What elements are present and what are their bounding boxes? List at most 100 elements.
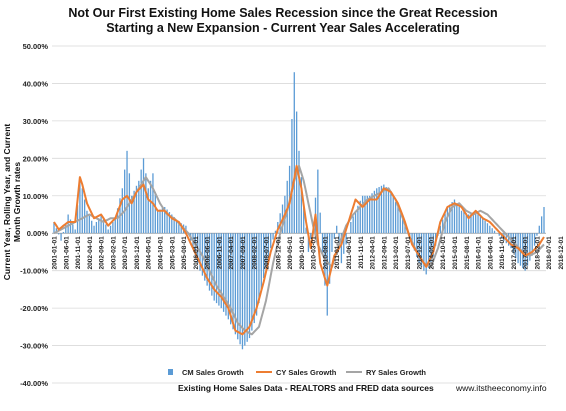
x-tick-label: 2014-10-01 — [440, 236, 447, 270]
x-tick-label: 2002-09-01 — [99, 236, 106, 270]
cm-bar — [383, 184, 385, 234]
cm-bar — [72, 224, 74, 234]
cm-bar — [116, 208, 119, 234]
cm-bar — [390, 192, 392, 234]
cm-bar — [95, 221, 98, 234]
x-tick-label: 2007-09-01 — [240, 236, 247, 270]
cm-bar — [352, 216, 354, 234]
cm-bar — [354, 210, 357, 234]
legend-entry: CM Sales Growth — [182, 368, 244, 377]
cm-bar — [81, 188, 83, 234]
cm-bar — [328, 233, 331, 284]
y-tick-label: -20.00% — [20, 304, 48, 313]
x-tick-label: 2001-11-01 — [75, 236, 82, 269]
x-tick-label: 2005-08-01 — [181, 236, 188, 270]
cm-bar — [472, 212, 474, 234]
cm-bar — [293, 72, 295, 234]
x-tick-label: 2008-02-01 — [252, 236, 259, 270]
cm-bar — [69, 219, 72, 234]
x-tick-label: 2005-03-01 — [169, 236, 176, 270]
cm-bar — [479, 215, 482, 234]
cm-bar — [369, 195, 371, 234]
cm-bar — [145, 173, 147, 234]
y-tick-label: 50.00% — [23, 42, 49, 51]
cm-bar — [411, 233, 413, 245]
x-tick-label: 2004-05-01 — [146, 236, 153, 270]
cm-bar — [131, 195, 133, 234]
cm-bar — [508, 233, 510, 246]
cm-bar — [220, 233, 222, 309]
x-tick-label: 2008-12-01 — [275, 236, 282, 270]
cm-bar — [442, 219, 444, 234]
x-tick-label: 2016-06-01 — [487, 236, 494, 270]
cm-bar — [272, 233, 274, 240]
cm-bar — [303, 203, 305, 234]
x-tick-labels: 2001-01-01 2001-06-01 2001-11-01 2002-04-01… — [52, 236, 566, 270]
cm-bar — [149, 180, 152, 234]
cm-bar — [171, 214, 173, 234]
x-tick-label: 2013-02-01 — [393, 236, 400, 270]
y-tick-label: -40.00% — [20, 379, 48, 388]
x-tick-label: 2003-02-01 — [110, 236, 117, 270]
cm-bar — [248, 233, 251, 339]
cm-bar — [380, 185, 383, 234]
cm-bar — [418, 233, 420, 264]
cm-bar — [376, 188, 378, 234]
cm-bar — [246, 233, 248, 342]
x-tick-label: 2011-01-01 — [334, 236, 341, 269]
cm-bar — [142, 158, 145, 234]
cm-bar — [456, 203, 458, 234]
cm-bar — [60, 233, 62, 241]
cm-bar — [378, 187, 380, 234]
cm-bar — [208, 233, 211, 291]
cm-bar — [338, 233, 340, 245]
cm-bar — [230, 233, 232, 325]
x-tick-label: 2013-07-01 — [405, 236, 412, 270]
cm-bar — [114, 218, 116, 234]
cm-bar — [253, 233, 255, 324]
x-tick-label: 2017-09-01 — [523, 236, 530, 270]
cm-bar — [404, 221, 406, 234]
cm-bar — [439, 225, 441, 234]
cm-bar — [159, 209, 161, 234]
x-tick-label: 2010-03-01 — [311, 236, 318, 270]
cm-bar — [467, 214, 470, 234]
x-tick-label: 2018-12-01 — [558, 236, 565, 270]
cm-bar — [270, 233, 272, 249]
cm-bar — [319, 212, 321, 234]
cm-bar — [218, 233, 220, 306]
cm-bar — [463, 212, 465, 234]
cm-bar — [107, 229, 109, 234]
cm-bar — [138, 180, 140, 234]
cm-bar — [126, 150, 128, 234]
cm-bar — [531, 233, 533, 256]
cm-bar — [498, 233, 500, 236]
cm-bar — [493, 230, 496, 234]
cm-bar — [206, 233, 208, 286]
cm-bar — [357, 205, 359, 234]
cm-bar — [215, 233, 218, 304]
cm-bar — [251, 233, 253, 331]
cm-bar — [260, 233, 262, 291]
cm-bar — [449, 204, 451, 234]
cm-bar — [173, 216, 175, 234]
series-lines — [53, 164, 545, 336]
cm-bar — [88, 215, 90, 234]
cm-bar — [98, 218, 100, 234]
x-tick-label: 2009-05-01 — [287, 236, 294, 270]
cm-bar — [340, 233, 343, 264]
cm-bar — [168, 212, 171, 234]
y-tick-labels: 50.00% 40.00% 30.00% 20.00% 10.00% 0.00% -10.0… — [20, 42, 48, 388]
cm-bar — [91, 220, 93, 234]
y-tick-label: 20.00% — [23, 154, 49, 163]
cm-bar — [211, 233, 213, 296]
cm-bar — [178, 221, 180, 234]
x-tick-label: 2010-08-01 — [322, 236, 329, 270]
cm-bar — [336, 225, 338, 234]
legend: CM Sales Growth CY Sales Growth RY Sales G… — [168, 368, 426, 377]
x-tick-label: 2015-03-01 — [452, 236, 459, 270]
cm-bar — [310, 233, 312, 239]
x-tick-label: 2012-09-01 — [381, 236, 388, 270]
cm-bar — [305, 227, 307, 234]
cm-bar — [58, 233, 60, 235]
